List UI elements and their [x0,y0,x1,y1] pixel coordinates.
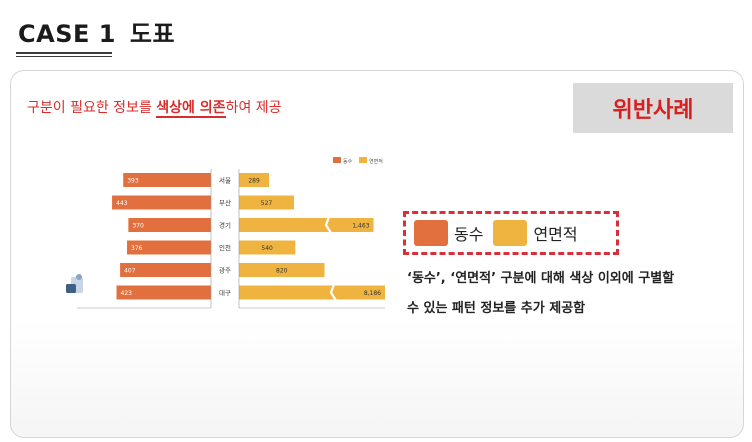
category-label: 부산 [219,198,231,207]
example-card: 구분이 필요한 정보를 색상에 의존하여 제공 위반사례 동수 연면적 393 서울 2… [10,70,744,438]
bar-label-dongsu: 443 [116,200,128,207]
title-underline [16,52,112,57]
bar-label-area: 1,463 [352,223,369,230]
description-line-1: ‘동수’, ‘연면적’ 구분에 대해 색상 이외에 구별할 [407,271,675,286]
legend-swatch-dongsu [414,220,448,246]
chart-icon [66,274,83,293]
bar-label-area: 8,186 [364,290,381,297]
headline-post: 하여 제공 [225,100,282,116]
bar-label-area: 540 [261,245,273,252]
case-topic: 도표 [129,20,176,48]
bar-label-dongsu: 370 [132,223,144,230]
legend-swatch-dongsu [333,157,341,163]
bar-break-mark [329,284,337,302]
bar-area [239,218,374,232]
headline-pre: 구분이 필요한 정보를 [27,100,157,116]
bar-dongsu [120,263,211,277]
bar-label-dongsu: 393 [127,178,139,185]
category-label: 서울 [219,176,231,185]
bar-dongsu [127,240,211,255]
bar-break-mark [324,216,332,234]
case-title: CASE 1 도표 [18,14,175,49]
bar-area [239,285,385,300]
bar-dongsu [123,173,211,187]
legend-swatch-area [359,157,367,163]
legend-label-area: 연면적 [369,158,383,165]
bar-label-dongsu: 423 [121,290,133,297]
category-label: 인천 [219,243,231,252]
bar-area [239,195,294,210]
bar-label-area: 820 [276,268,288,275]
legend-swatch-area [493,220,528,246]
legend-callout: 동수 연면적 [403,211,619,255]
case-label: CASE 1 [18,20,116,48]
bar-label-area: 289 [248,178,260,185]
bar-label-dongsu: 376 [131,245,143,252]
bar-dongsu [112,195,211,210]
description-line-2: 수 있는 패턴 정보를 추가 제공함 [407,301,586,316]
bar-dongsu [116,285,211,300]
headline: 구분이 필요한 정보를 색상에 의존하여 제공 [27,97,282,118]
butterfly-bar-chart: 동수 연면적 393 서울 289 443 부산 527 370 경기 1,463 376 인천 540 4… [66,157,385,309]
legend-label-dongsu: 동수 [343,159,353,165]
headline-emphasis: 색상에 의존 [156,100,226,118]
bar-area [239,173,270,187]
bar-label-dongsu: 407 [124,268,136,275]
legend-label-dongsu: 동수 [454,225,484,244]
bar-label-area: 527 [261,200,273,207]
category-label: 경기 [219,221,231,230]
category-label: 광주 [219,267,231,275]
bar-area [239,240,296,255]
legend-label-area: 연면적 [533,225,578,244]
category-label: 대구 [219,289,231,297]
violation-badge: 위반사례 [573,83,733,133]
bar-dongsu [128,218,211,232]
bar-area [239,263,325,277]
